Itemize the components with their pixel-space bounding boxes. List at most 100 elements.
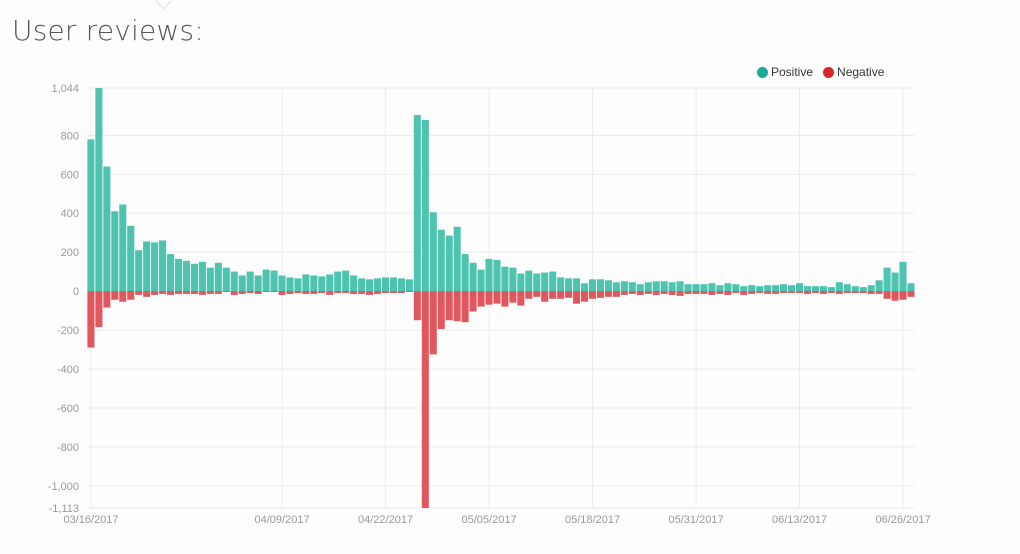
negative-bar <box>851 291 859 293</box>
negative-bar <box>278 291 286 295</box>
positive-bar <box>716 285 724 291</box>
positive-bar <box>421 119 429 291</box>
positive-bar <box>254 275 262 291</box>
legend-label-positive: Positive <box>771 65 814 79</box>
negative-bar <box>660 291 668 294</box>
positive-bar <box>167 254 175 291</box>
negative-bar <box>111 291 119 300</box>
negative-bar <box>310 291 318 294</box>
positive-bar <box>652 281 660 291</box>
negative-bar <box>764 291 772 294</box>
positive-bar <box>565 278 573 291</box>
positive-bar <box>286 277 294 291</box>
negative-bar <box>286 291 294 294</box>
negative-bar <box>501 291 509 307</box>
positive-dot-icon <box>757 66 768 78</box>
positive-bar <box>270 270 278 291</box>
y-tick-label: 600 <box>61 169 79 181</box>
negative-bar <box>541 291 549 302</box>
positive-bar <box>453 226 461 291</box>
positive-bar <box>596 279 604 291</box>
positive-bar <box>573 278 581 291</box>
negative-bar <box>103 291 111 308</box>
positive-bar <box>843 284 851 291</box>
negative-bar <box>405 291 413 292</box>
negative-bar <box>581 291 589 302</box>
positive-bar <box>278 275 286 291</box>
negative-bar <box>517 291 525 306</box>
negative-bar <box>644 291 652 294</box>
negative-bar <box>748 291 756 294</box>
positive-bar <box>206 267 214 291</box>
negative-bar <box>875 291 883 294</box>
legend-item-negative[interactable]: Negative <box>823 65 884 79</box>
positive-bar <box>174 258 183 291</box>
negative-bar <box>151 291 159 295</box>
positive-bar <box>660 281 668 291</box>
negative-bar <box>907 291 915 297</box>
positive-bar <box>366 279 374 291</box>
negative-bar <box>795 291 804 293</box>
negative-bar <box>692 291 700 294</box>
positive-bar <box>310 275 318 291</box>
positive-bar <box>469 262 477 291</box>
positive-bar <box>581 283 589 291</box>
positive-bar <box>405 279 413 291</box>
negative-bar <box>214 291 222 294</box>
positive-bar <box>501 266 509 291</box>
positive-bar <box>883 267 891 291</box>
positive-bar <box>811 286 819 291</box>
positive-bar <box>899 261 907 291</box>
positive-bar <box>477 269 485 291</box>
positive-bar <box>103 166 111 291</box>
negative-bar <box>684 291 692 294</box>
positive-bar <box>740 286 748 291</box>
y-tick-label: 800 <box>61 130 79 142</box>
negative-bar <box>294 291 302 293</box>
negative-bar <box>485 291 493 305</box>
negative-bar <box>867 291 875 294</box>
positive-bar <box>246 271 254 291</box>
negative-bar <box>827 291 835 293</box>
negative-bar <box>628 291 636 294</box>
negative-bar <box>788 291 796 293</box>
negative-bar <box>803 291 811 294</box>
legend-item-positive[interactable]: Positive <box>757 65 813 79</box>
positive-bar <box>334 271 342 291</box>
negative-bar <box>262 291 270 292</box>
positive-bar <box>668 282 676 291</box>
negative-bar <box>732 291 740 293</box>
negative-bar <box>461 291 469 323</box>
negative-bar <box>246 291 254 293</box>
positive-bar <box>907 283 915 291</box>
negative-bar <box>612 291 620 297</box>
positive-bar <box>326 274 334 291</box>
positive-bar <box>461 254 469 291</box>
positive-bar <box>700 284 708 291</box>
negative-bar <box>843 291 851 293</box>
positive-bar <box>230 271 238 291</box>
negative-bar <box>588 291 597 299</box>
negative-bar <box>238 291 246 294</box>
negative-bar <box>493 291 501 304</box>
legend-label-negative: Negative <box>837 65 885 79</box>
negative-bar <box>668 291 676 295</box>
negative-bar <box>676 291 684 296</box>
negative-bar <box>819 291 827 294</box>
negative-bar <box>525 291 533 299</box>
negative-bar <box>899 291 907 300</box>
negative-bar <box>780 291 788 293</box>
negative-bar <box>397 291 405 293</box>
negative-bar <box>190 291 198 294</box>
negative-bar <box>413 291 421 321</box>
y-tick-label: -200 <box>57 325 79 337</box>
positive-bar <box>549 271 557 291</box>
negative-bar <box>182 291 190 294</box>
x-tick-label: 05/05/2017 <box>462 514 517 526</box>
positive-bar <box>294 278 302 291</box>
positive-bar <box>374 278 382 291</box>
positive-bar <box>214 262 222 291</box>
negative-bar <box>469 291 477 312</box>
positive-bar <box>95 88 103 291</box>
positive-bar <box>350 275 358 291</box>
